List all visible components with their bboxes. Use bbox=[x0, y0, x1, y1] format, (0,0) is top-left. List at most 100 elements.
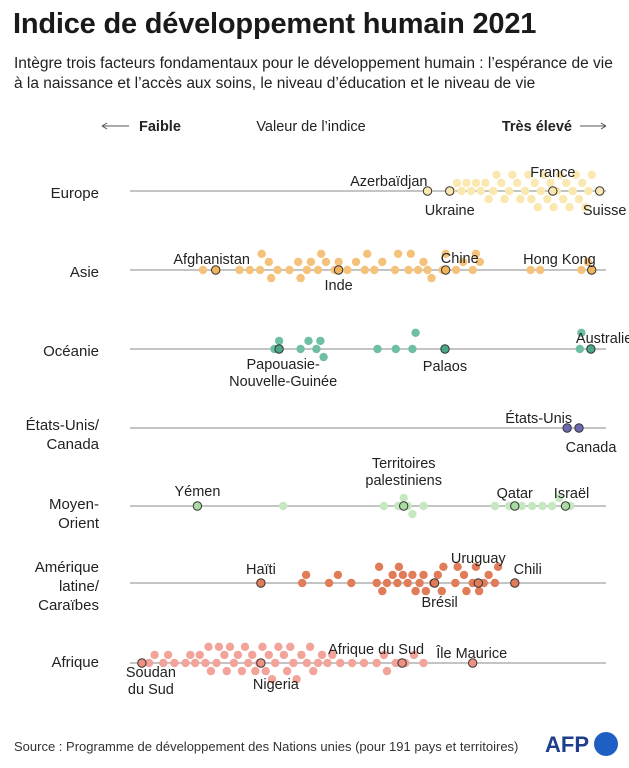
country-dot bbox=[451, 578, 460, 588]
highlight-dot bbox=[422, 186, 433, 196]
country-dot bbox=[324, 578, 334, 588]
country-dot bbox=[398, 570, 408, 580]
country-dot bbox=[319, 352, 328, 362]
country-dot bbox=[404, 265, 413, 275]
country-dot bbox=[547, 501, 557, 511]
country-dot bbox=[378, 257, 387, 267]
country-dot bbox=[459, 570, 469, 580]
country-dot bbox=[536, 265, 545, 275]
country-dot bbox=[394, 562, 404, 571]
country-dot bbox=[408, 509, 417, 519]
country-dot bbox=[382, 666, 392, 676]
region-label: Asie bbox=[70, 264, 99, 281]
country-dot bbox=[403, 578, 412, 588]
highlight-label: Hong Kong bbox=[523, 252, 596, 268]
country-dot bbox=[538, 501, 547, 511]
country-dot bbox=[316, 336, 325, 346]
country-dot bbox=[321, 257, 331, 267]
country-dot bbox=[393, 249, 403, 258]
region-label: Afrique bbox=[51, 654, 99, 671]
country-dot bbox=[562, 178, 571, 188]
axis-label-high: Très élevé bbox=[502, 119, 572, 135]
highlight-label: Territoires bbox=[372, 456, 436, 472]
country-dot bbox=[235, 265, 244, 275]
highlight-label: Nigeria bbox=[253, 677, 300, 693]
highlight-label: Haïti bbox=[246, 562, 276, 578]
country-dot bbox=[379, 501, 389, 511]
country-dot bbox=[462, 586, 471, 596]
country-dot bbox=[214, 642, 224, 651]
country-dot bbox=[313, 658, 323, 668]
country-dot bbox=[413, 265, 423, 275]
country-dot bbox=[578, 178, 587, 188]
highlight-label: États-Unis bbox=[505, 410, 572, 427]
country-dot bbox=[471, 562, 481, 571]
country-dot bbox=[233, 650, 243, 660]
country-dot bbox=[278, 501, 288, 511]
highlight-label: Afghanistan bbox=[173, 252, 250, 268]
country-dot bbox=[150, 650, 159, 660]
country-dot bbox=[370, 265, 379, 275]
country-dot bbox=[452, 178, 462, 188]
country-dot bbox=[251, 666, 260, 676]
country-dot bbox=[581, 203, 590, 212]
afp-logo: AFP bbox=[545, 732, 618, 757]
country-dot bbox=[274, 642, 283, 651]
region-label: Océanie bbox=[43, 343, 99, 360]
highlight-dot bbox=[274, 344, 284, 354]
country-dot bbox=[304, 336, 313, 346]
country-dot bbox=[286, 642, 295, 651]
country-dot bbox=[453, 562, 462, 571]
country-dot bbox=[451, 265, 461, 275]
country-dot bbox=[186, 650, 195, 660]
country-dot bbox=[317, 650, 327, 660]
highlight-dot bbox=[562, 423, 572, 433]
country-dot bbox=[555, 493, 564, 503]
country-dot bbox=[539, 170, 549, 179]
highlight-label: France bbox=[530, 165, 575, 181]
highlight-dot bbox=[587, 265, 597, 275]
country-dot bbox=[296, 344, 305, 354]
country-dot bbox=[408, 344, 417, 354]
highlight-label: Suisse bbox=[583, 203, 627, 219]
country-dot bbox=[415, 578, 424, 588]
highlight-label: Israël bbox=[554, 486, 589, 502]
country-dot bbox=[302, 265, 312, 275]
country-dot bbox=[206, 666, 216, 676]
highlight-dot bbox=[473, 578, 483, 588]
country-dot bbox=[565, 203, 574, 212]
country-dot bbox=[181, 658, 190, 668]
country-dot bbox=[536, 186, 546, 196]
country-dot bbox=[163, 650, 173, 660]
country-dot bbox=[372, 658, 381, 668]
highlight-dot bbox=[510, 501, 520, 511]
country-dot bbox=[466, 186, 476, 196]
country-dot bbox=[419, 501, 428, 511]
country-dot bbox=[372, 578, 381, 588]
country-dot bbox=[222, 666, 231, 676]
country-dot bbox=[406, 249, 415, 258]
country-dot bbox=[549, 203, 558, 212]
country-dot bbox=[347, 658, 357, 668]
country-dot bbox=[267, 675, 277, 684]
country-dot bbox=[334, 257, 343, 267]
country-dot bbox=[408, 570, 417, 580]
region-label: Caraïbes bbox=[38, 597, 99, 614]
highlight-label: du Sud bbox=[128, 682, 174, 698]
country-dot bbox=[245, 265, 254, 275]
country-dot bbox=[201, 658, 210, 668]
country-dot bbox=[282, 666, 292, 676]
country-dot bbox=[190, 658, 200, 668]
country-dot bbox=[411, 586, 420, 596]
country-dot bbox=[309, 666, 318, 676]
highlight-label: Brésil bbox=[422, 595, 458, 611]
highlight-dot bbox=[548, 186, 558, 196]
country-dot bbox=[296, 273, 305, 283]
svg-text:AFP: AFP bbox=[545, 732, 589, 757]
country-dot bbox=[305, 642, 315, 651]
country-dot bbox=[481, 178, 490, 188]
country-dot bbox=[258, 642, 267, 651]
highlight-label: Australie bbox=[576, 331, 629, 347]
country-dot bbox=[527, 194, 536, 204]
country-dot bbox=[257, 249, 266, 258]
